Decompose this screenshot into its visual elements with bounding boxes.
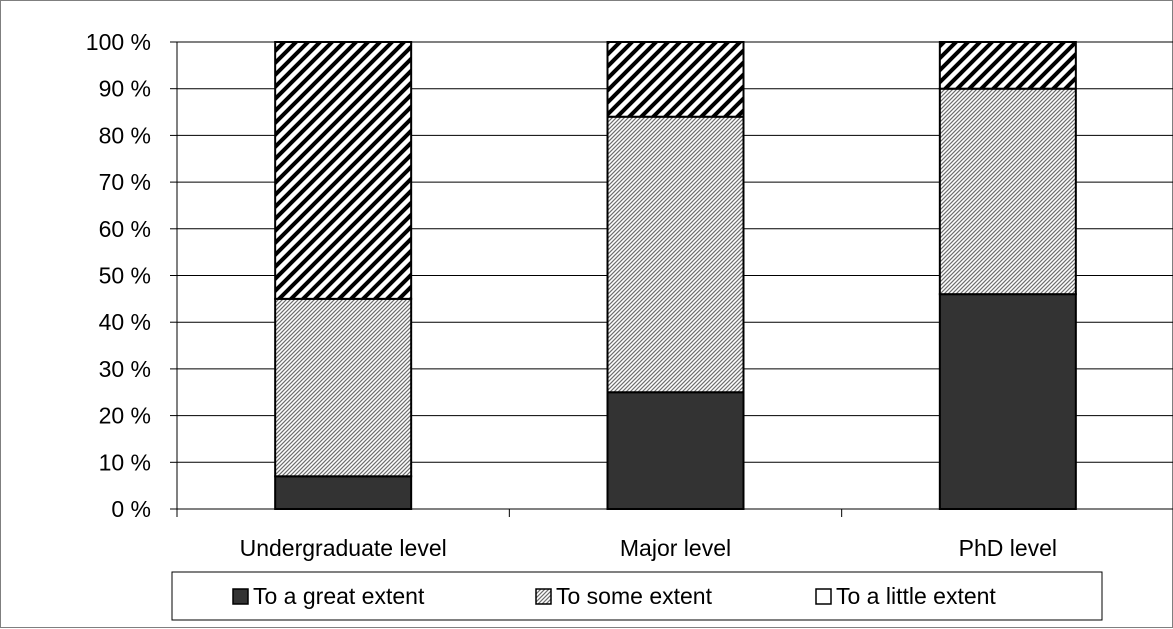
y-tick-label: 90 % (99, 76, 151, 102)
legend-label: To a great extent (253, 583, 425, 609)
bar-segment (938, 41, 1077, 90)
y-axis-labels: 0 % 10 % 20 % 30 % 40 % 50 % 60 % 70 % 80 % 90 % 1… (86, 29, 151, 522)
y-tick-label: 0 % (111, 496, 151, 522)
y-tick-label: 40 % (99, 309, 151, 335)
bar-segment (274, 41, 413, 300)
bars (274, 41, 1077, 510)
y-tick-label: 100 % (86, 29, 151, 55)
bar-segment (274, 297, 413, 478)
legend-swatch (815, 588, 832, 605)
legend-label: To a little extent (836, 583, 996, 609)
x-category-label: PhD level (959, 535, 1057, 561)
legend-label: To some extent (556, 583, 713, 609)
y-tick-label: 30 % (99, 356, 151, 382)
y-tick-label: 60 % (99, 216, 151, 242)
bar-segment (938, 87, 1077, 296)
y-tick-label: 70 % (99, 169, 151, 195)
x-category-label: Major level (620, 535, 731, 561)
bar-segment (274, 475, 413, 510)
x-category-label: Undergraduate level (240, 535, 447, 561)
x-axis-labels: Undergraduate level Major level PhD level (240, 535, 1057, 561)
y-tick-label: 50 % (99, 263, 151, 289)
axes (170, 41, 1173, 517)
bar-segment (606, 391, 745, 510)
bar-segment (606, 41, 745, 118)
y-tick-label: 20 % (99, 403, 151, 429)
bar-segment (606, 115, 745, 394)
bar-segment (938, 293, 1077, 510)
legend-swatch (535, 588, 552, 605)
legend-box (171, 571, 1103, 621)
legend-swatch (232, 588, 249, 605)
y-tick-label: 80 % (99, 122, 151, 148)
legend: To a great extent To some extent To a litt… (171, 571, 1103, 621)
y-tick-label: 10 % (99, 449, 151, 475)
